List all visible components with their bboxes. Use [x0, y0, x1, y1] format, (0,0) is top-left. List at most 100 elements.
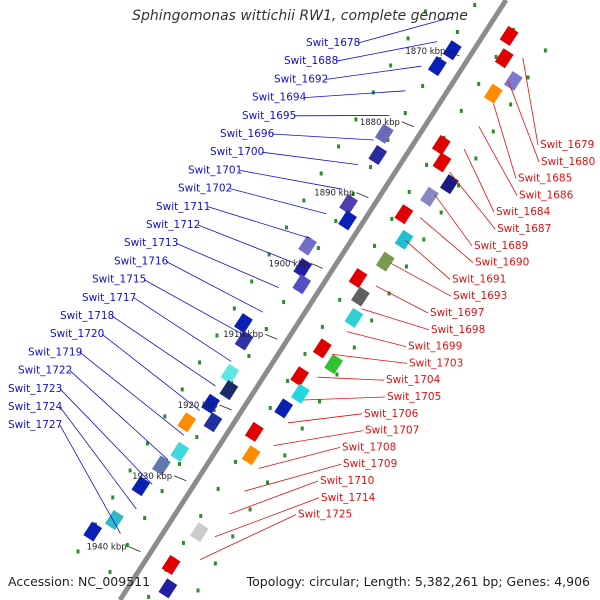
gene-block-right [394, 229, 414, 250]
gene-block-left [151, 455, 171, 476]
gene-leader-left [335, 41, 438, 62]
gene-leader-right [463, 149, 495, 213]
accession-text: Accession: NC_009511 [8, 574, 151, 589]
gene-leader-right [434, 194, 473, 247]
gene-leader-left [111, 315, 216, 387]
gene-label-right: Swit_1699 [408, 341, 462, 353]
gene-leader-left [59, 425, 121, 534]
gene-label-right: Swit_1707 [365, 425, 419, 437]
track-dots-right-outer [509, 102, 513, 107]
gene-leader-right [199, 514, 297, 560]
track-dots-right-inner [372, 243, 376, 248]
gene-label-left: Swit_1700 [210, 146, 264, 158]
track-dots-right-inner [199, 513, 203, 518]
track-dots-right-outer [196, 588, 200, 593]
scale-tick-label: 1910 kbp [223, 330, 263, 340]
track-dots-left-outer [163, 414, 167, 419]
scale-tick-mark [265, 333, 278, 340]
gene-leader-right [375, 285, 429, 314]
gene-label-left: Swit_1702 [178, 183, 232, 195]
gene-leader-left [239, 170, 343, 190]
gene-block-right [483, 83, 503, 104]
gene-block-right [158, 578, 178, 599]
gene-leader-right [390, 262, 452, 297]
track-dots-right-outer [543, 48, 547, 53]
gene-block-left [177, 412, 197, 433]
gene-leader-right [214, 497, 320, 538]
gene-label-right: Swit_1679 [540, 139, 594, 151]
scale-tick-label: 1870 kbp [405, 47, 445, 57]
gene-label-right: Swit_1698 [431, 324, 485, 336]
track-dots-left-inner [264, 327, 268, 332]
track-dots-left-outer [302, 198, 306, 203]
gene-leader-left [165, 261, 264, 313]
gene-block-left [220, 363, 240, 384]
gene-leader-right [332, 354, 408, 364]
track-dots-right-outer [457, 183, 461, 188]
track-dots-left-outer [371, 90, 375, 95]
gene-label-right: Swit_1680 [541, 156, 595, 168]
gene-block-left [83, 521, 103, 542]
gene-block-right [274, 398, 294, 419]
gene-label-right: Swit_1710 [320, 475, 374, 487]
track-dots-right-inner [181, 540, 185, 545]
track-dots-right-outer [404, 264, 408, 269]
track-dots-right-inner [477, 81, 481, 86]
track-dots-right-outer [213, 561, 217, 566]
gene-label-left: Swit_1678 [306, 37, 360, 49]
gene-block-left [219, 380, 239, 401]
scale-tick-label: 1930 kbp [132, 472, 172, 482]
track-dots-right-outer [318, 399, 322, 404]
track-dots-left-outer [198, 360, 202, 365]
track-dots-left-outer [284, 225, 288, 230]
gene-label-left: Swit_1719 [28, 346, 82, 358]
gene-block-right [394, 204, 414, 225]
track-dots-left-inner [282, 300, 286, 305]
gene-block-left [201, 393, 220, 414]
gene-label-left: Swit_1724 [8, 401, 63, 413]
gene-block-left [374, 123, 394, 144]
gene-label-left: Swit_1718 [60, 310, 114, 322]
track-dots-left-inner [316, 246, 320, 251]
gene-block-right [324, 354, 343, 375]
track-dots-right-inner [303, 351, 307, 356]
gene-leader-right [449, 171, 496, 230]
gene-label-left: Swit_1720 [50, 328, 104, 340]
track-dots-left-inner [160, 489, 164, 494]
gene-label-right: Swit_1725 [298, 509, 352, 521]
gene-label-right: Swit_1691 [452, 273, 506, 285]
gene-leader-right [317, 376, 385, 381]
gene-label-right: Swit_1706 [364, 408, 419, 420]
gene-label-left: Swit_1716 [114, 255, 169, 267]
gene-leader-right [229, 480, 319, 515]
track-dots-right-inner [320, 324, 324, 329]
track-dots-right-inner [459, 108, 463, 113]
gene-label-left: Swit_1723 [8, 383, 62, 395]
gene-label-right: Swit_1690 [475, 257, 529, 269]
scale-tick-label: 1900 kbp [269, 259, 309, 269]
track-dots-left-inner [334, 219, 338, 224]
track-dots-right-outer [439, 210, 443, 215]
scale-tick-mark [356, 192, 369, 198]
gene-block-left [427, 56, 447, 77]
gene-leader-left [175, 242, 279, 288]
track-dots-left-outer [406, 36, 410, 41]
track-dots-left-inner [247, 354, 251, 359]
track-dots-left-inner [108, 570, 112, 575]
gene-label-left: Swit_1688 [284, 55, 338, 67]
gene-label-left: Swit_1694 [252, 92, 307, 104]
track-dots-left-outer [111, 495, 115, 500]
gene-label-right: Swit_1714 [321, 492, 376, 504]
track-dots-right-outer [335, 372, 339, 377]
gene-leader-left [261, 151, 358, 165]
gene-leader-left [133, 297, 232, 362]
track-dots-right-outer [352, 345, 356, 350]
track-dots-left-inner [351, 192, 355, 197]
gene-block-right [241, 445, 261, 466]
track-dots-right-inner [494, 54, 498, 59]
track-dots-left-outer [267, 252, 271, 257]
gene-label-left: Swit_1711 [156, 201, 210, 213]
gene-label-left: Swit_1695 [242, 110, 296, 122]
gene-label-right: Swit_1709 [343, 458, 397, 470]
